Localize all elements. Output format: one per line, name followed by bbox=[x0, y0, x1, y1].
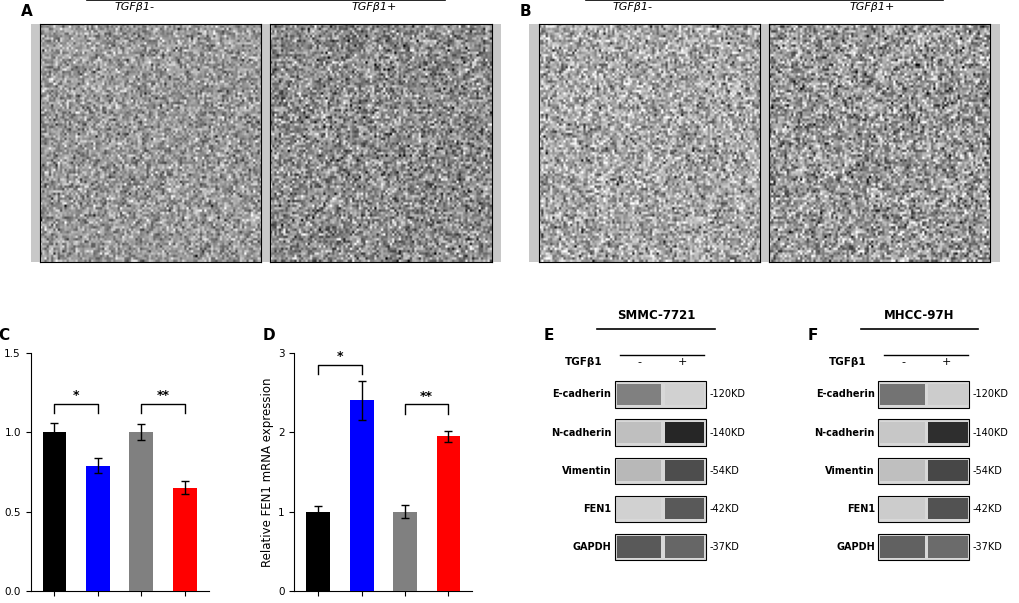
Bar bbox=[614, 381, 705, 408]
Text: TGFβ1+: TGFβ1+ bbox=[351, 2, 396, 12]
Text: -140KD: -140KD bbox=[708, 428, 745, 438]
Bar bbox=[350, 400, 373, 591]
Bar bbox=[664, 422, 703, 443]
Bar bbox=[664, 460, 703, 481]
Text: TGFβ1+: TGFβ1+ bbox=[849, 2, 895, 12]
Bar bbox=[927, 498, 967, 520]
Bar bbox=[877, 496, 968, 522]
Bar bbox=[927, 460, 967, 481]
Text: TGFβ1: TGFβ1 bbox=[827, 358, 865, 367]
Text: -37KD: -37KD bbox=[972, 542, 1002, 552]
Text: FEN1: FEN1 bbox=[583, 504, 610, 514]
Bar bbox=[614, 420, 705, 446]
Bar bbox=[43, 432, 66, 591]
Text: E-cadherin: E-cadherin bbox=[552, 390, 610, 399]
Text: TGFβ1-: TGFβ1- bbox=[612, 2, 652, 12]
Text: N-cadherin: N-cadherin bbox=[550, 428, 610, 438]
Text: -42KD: -42KD bbox=[972, 504, 1002, 514]
Y-axis label: Relative FEN1 mRNA expression: Relative FEN1 mRNA expression bbox=[261, 377, 273, 567]
Bar bbox=[129, 432, 153, 591]
Text: MHCC-97H: MHCC-97H bbox=[883, 309, 954, 322]
Bar bbox=[614, 534, 705, 560]
Text: -42KD: -42KD bbox=[708, 504, 739, 514]
Text: -54KD: -54KD bbox=[972, 466, 1002, 476]
Text: Vimentin: Vimentin bbox=[824, 466, 874, 476]
Text: *: * bbox=[73, 389, 79, 402]
Text: **: ** bbox=[420, 390, 433, 403]
Bar bbox=[614, 458, 705, 484]
Text: +: + bbox=[941, 358, 950, 367]
Bar bbox=[879, 460, 924, 481]
Text: F: F bbox=[806, 328, 817, 343]
Bar bbox=[616, 422, 660, 443]
Text: SMMC-7721: SMMC-7721 bbox=[616, 309, 694, 322]
Text: -120KD: -120KD bbox=[972, 390, 1008, 399]
Bar bbox=[616, 384, 660, 405]
Text: GAPDH: GAPDH bbox=[572, 542, 610, 552]
Bar bbox=[664, 536, 703, 558]
Text: -: - bbox=[637, 358, 641, 367]
Text: GAPDH: GAPDH bbox=[836, 542, 874, 552]
Text: TGFβ1-: TGFβ1- bbox=[114, 2, 154, 12]
Bar bbox=[306, 511, 330, 591]
Text: E: E bbox=[543, 328, 553, 343]
Text: FEN1: FEN1 bbox=[846, 504, 874, 514]
Bar bbox=[616, 498, 660, 520]
Bar bbox=[879, 498, 924, 520]
Bar bbox=[879, 384, 924, 405]
Bar bbox=[927, 384, 967, 405]
Bar bbox=[927, 422, 967, 443]
Text: **: ** bbox=[157, 389, 169, 402]
Bar bbox=[927, 536, 967, 558]
Text: TGFβ1: TGFβ1 bbox=[565, 358, 602, 367]
Text: -37KD: -37KD bbox=[708, 542, 739, 552]
Bar bbox=[614, 496, 705, 522]
Text: E-cadherin: E-cadherin bbox=[815, 390, 874, 399]
Text: Vimentin: Vimentin bbox=[561, 466, 610, 476]
Text: B: B bbox=[520, 4, 531, 19]
Text: D: D bbox=[262, 328, 274, 343]
Bar bbox=[616, 536, 660, 558]
Bar bbox=[436, 436, 460, 591]
Bar bbox=[877, 534, 968, 560]
Bar bbox=[86, 466, 110, 591]
Bar bbox=[877, 381, 968, 408]
Bar bbox=[877, 458, 968, 484]
Text: *: * bbox=[336, 350, 342, 363]
Bar bbox=[616, 460, 660, 481]
Text: C: C bbox=[0, 328, 9, 343]
Bar bbox=[664, 384, 703, 405]
Text: -120KD: -120KD bbox=[708, 390, 745, 399]
Bar bbox=[664, 498, 703, 520]
Text: -54KD: -54KD bbox=[708, 466, 739, 476]
Text: -140KD: -140KD bbox=[972, 428, 1008, 438]
Text: N-cadherin: N-cadherin bbox=[814, 428, 874, 438]
Bar bbox=[879, 422, 924, 443]
Bar bbox=[879, 536, 924, 558]
Text: -: - bbox=[901, 358, 905, 367]
Bar bbox=[877, 420, 968, 446]
Text: +: + bbox=[678, 358, 687, 367]
Bar bbox=[392, 511, 417, 591]
Bar bbox=[172, 488, 197, 591]
Text: A: A bbox=[21, 4, 33, 19]
